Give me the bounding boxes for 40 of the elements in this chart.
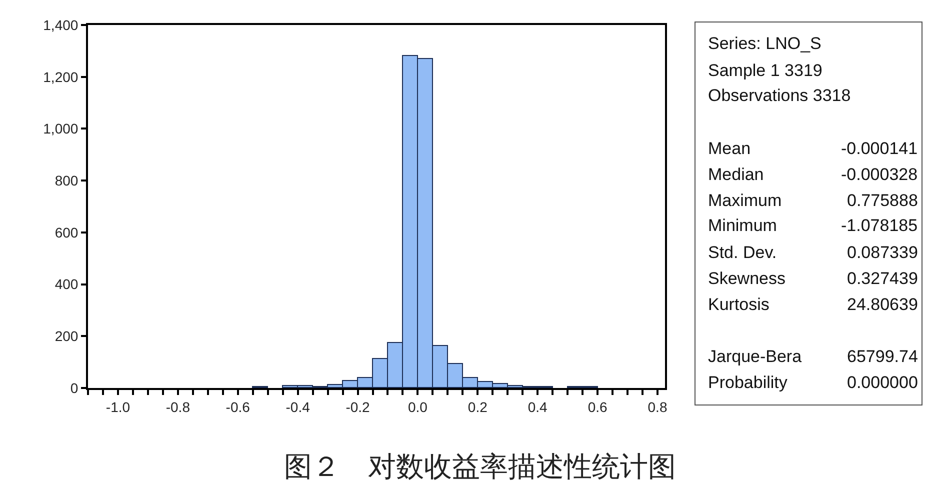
- x-tick-label: -0.6: [226, 398, 250, 415]
- text: Jarque-Bera: [708, 347, 802, 366]
- text: 0.000000: [847, 373, 918, 392]
- y-tick-label: 800: [54, 172, 78, 188]
- text: 图２ 对数收益率描述性统计图: [284, 451, 676, 482]
- y-tick-label: 0: [70, 380, 78, 396]
- x-tick-label: -0.4: [286, 398, 310, 415]
- x-tick-label: -0.8: [166, 398, 190, 415]
- text: 0.327439: [847, 269, 918, 288]
- text: Observations 3318: [708, 86, 851, 105]
- y-tick-label: 1,000: [43, 120, 78, 137]
- text: 65799.74: [847, 347, 918, 366]
- text: 24.80639: [847, 295, 918, 314]
- text: -0.000141: [841, 139, 918, 158]
- text: Std. Dev.: [708, 243, 777, 262]
- text: Kurtosis: [708, 295, 770, 314]
- text: Sample 1 3319: [708, 61, 822, 80]
- x-tick-label: 0.0: [408, 398, 428, 415]
- text: -1.078185: [841, 216, 918, 235]
- text: Probability: [708, 373, 788, 392]
- text: Skewness: [708, 269, 786, 288]
- text: 0.087339: [847, 243, 918, 262]
- text: Series: LNO_S: [708, 34, 822, 53]
- y-tick-label: 400: [54, 276, 78, 292]
- y-tick-label: 1,400: [43, 16, 78, 33]
- text: Mean: [708, 139, 751, 158]
- x-tick-label: 0.8: [648, 398, 668, 415]
- text: Minimum: [708, 216, 777, 235]
- text: -0.000328: [841, 165, 918, 184]
- text: Maximum: [708, 191, 782, 210]
- text: Median: [708, 165, 764, 184]
- y-tick-label: 1,200: [43, 68, 78, 85]
- x-tick-label: 0.2: [468, 398, 488, 415]
- y-tick-label: 200: [54, 328, 78, 344]
- x-tick-label: 0.6: [588, 398, 608, 415]
- x-tick-label: 0.4: [528, 398, 548, 415]
- text: 0.775888: [847, 191, 918, 210]
- x-tick-label: -0.2: [346, 398, 370, 415]
- x-tick-label: -1.0: [106, 398, 130, 415]
- y-tick-label: 600: [54, 224, 78, 240]
